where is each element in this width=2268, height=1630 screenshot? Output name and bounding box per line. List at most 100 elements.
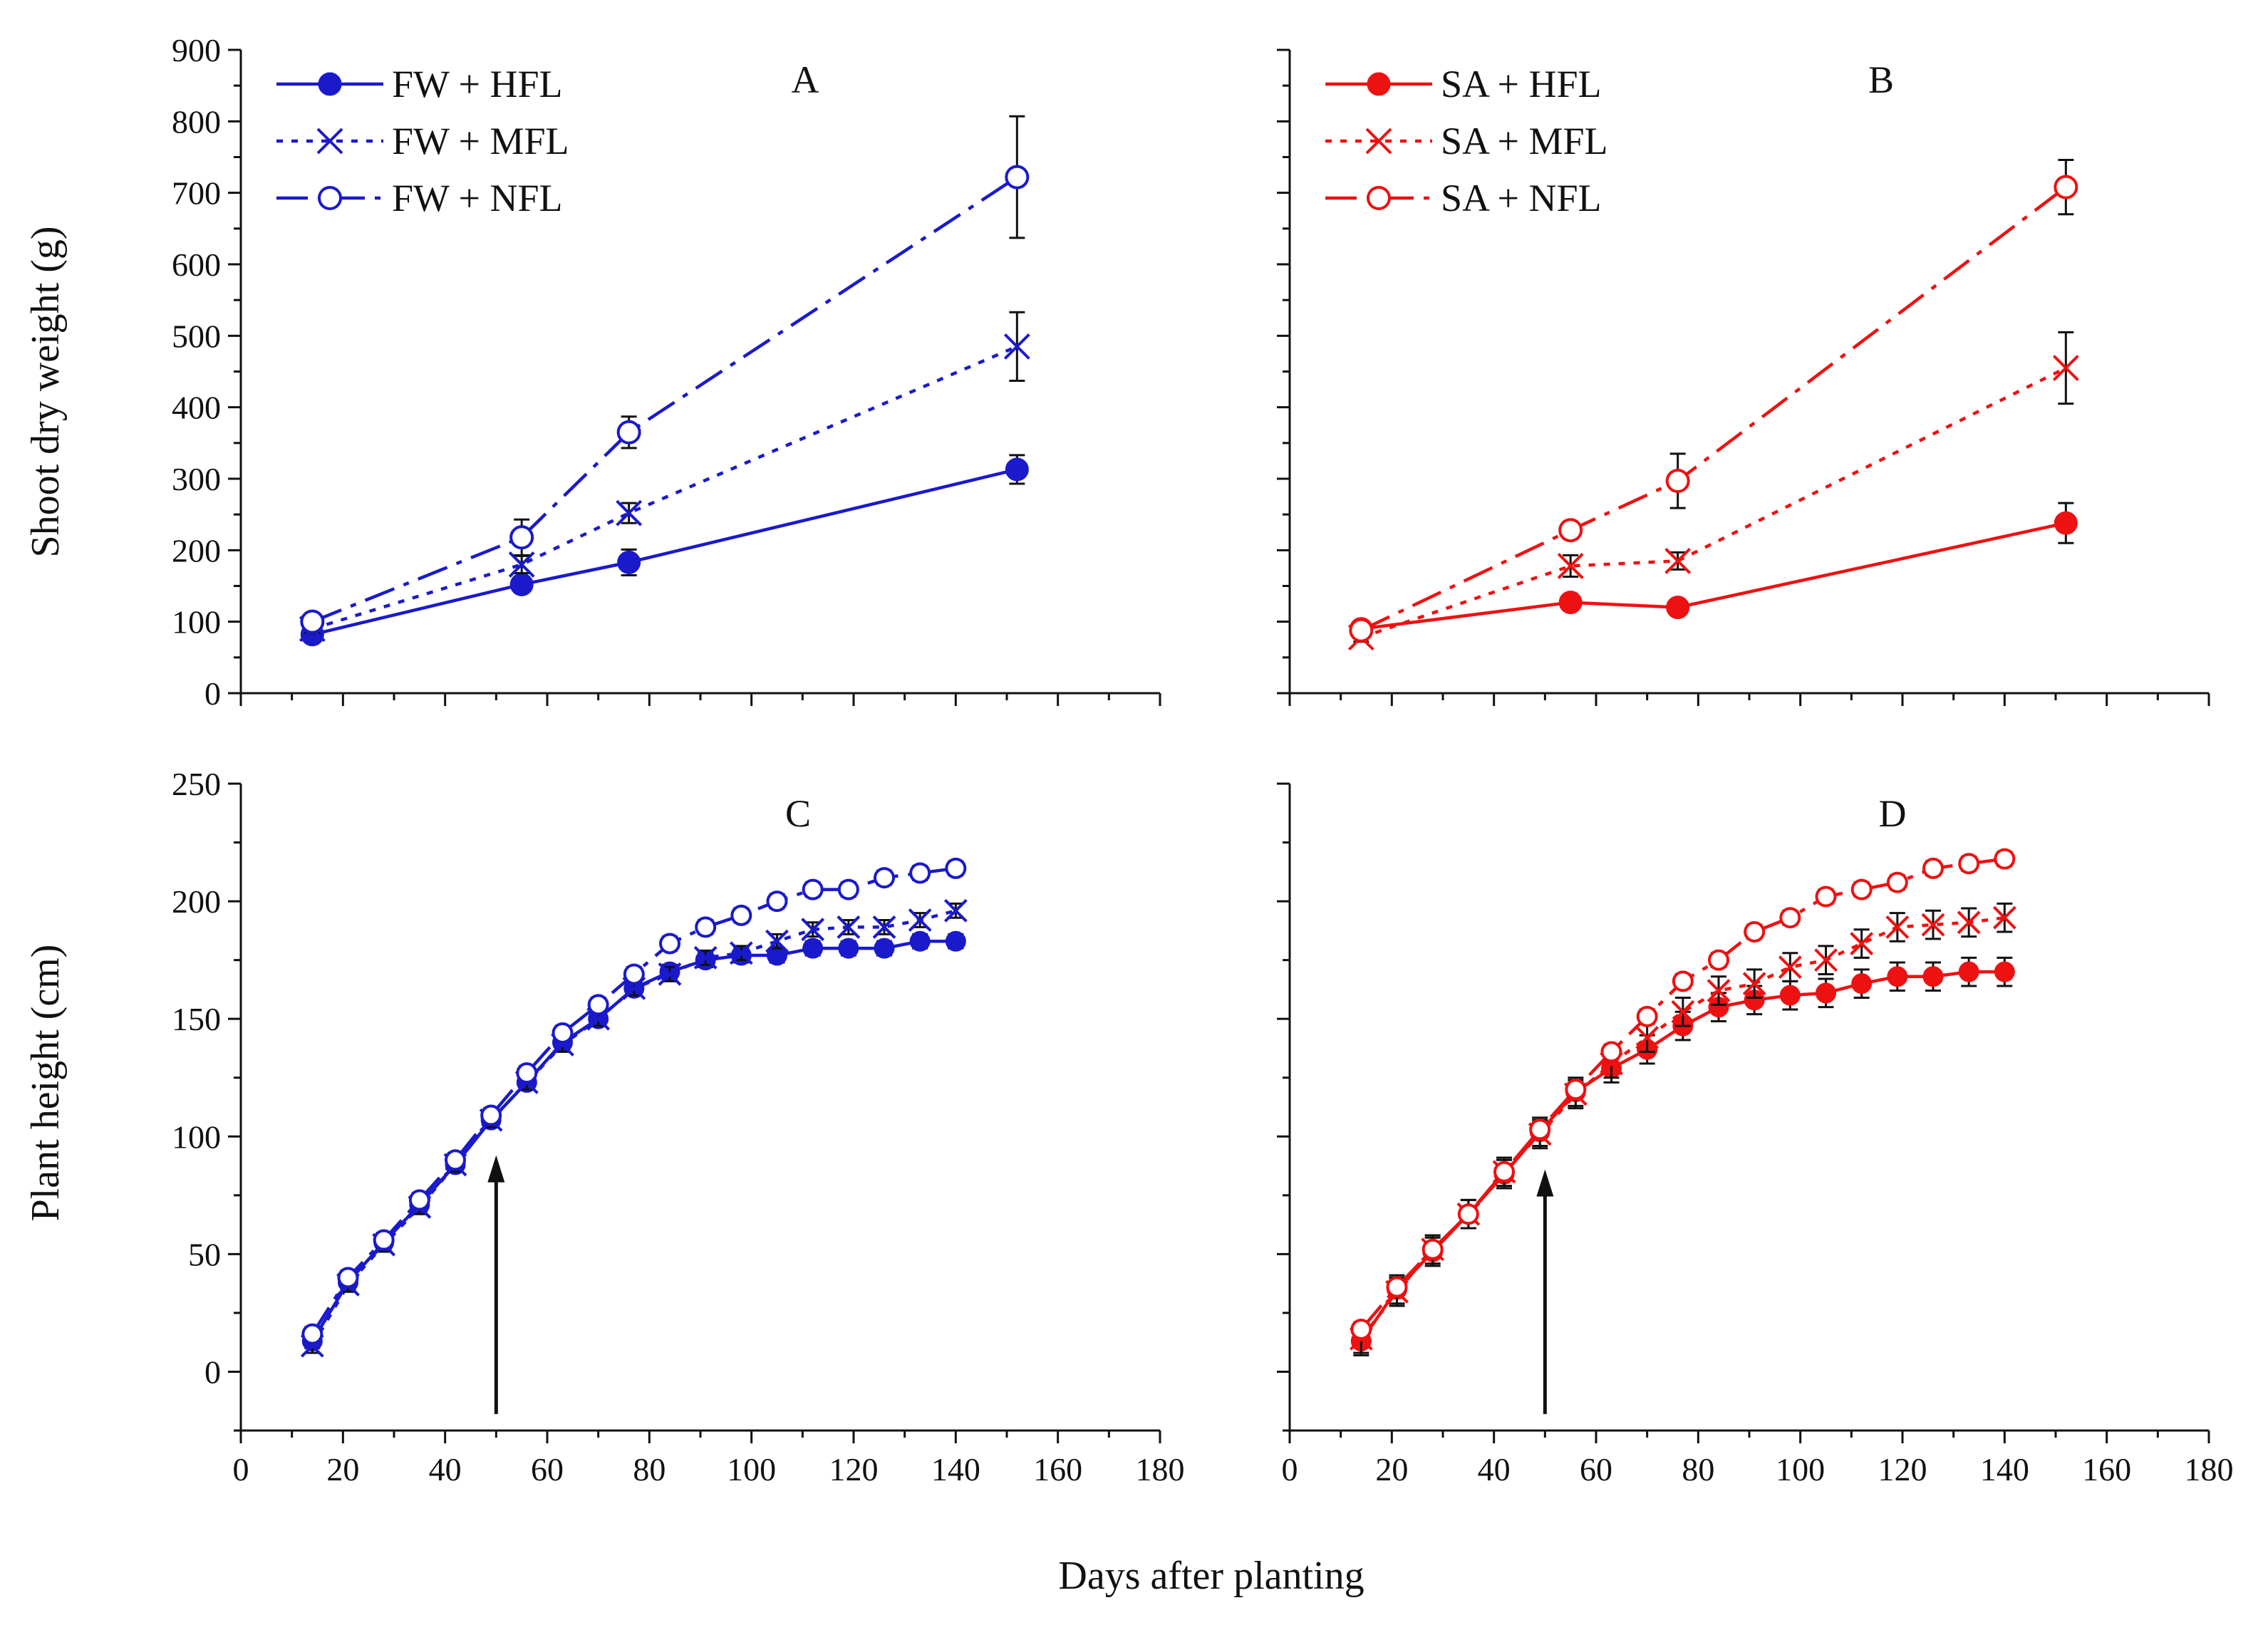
series-line — [311, 467, 1018, 636]
panel-letter: B — [1868, 58, 1894, 101]
series-sa-mfl — [1347, 331, 2079, 651]
x-tick-label: 100 — [1776, 1451, 1825, 1488]
data-point-cross — [908, 908, 932, 932]
legend: SA + HFL SA + MFL SA + NFL — [1325, 63, 1608, 219]
data-point-filled-circle — [874, 938, 895, 959]
data-point-open-circle — [837, 878, 859, 900]
data-point-open-circle — [1994, 848, 2016, 870]
x-tick-label: 100 — [727, 1451, 776, 1488]
data-point-open-circle — [1005, 165, 1030, 190]
data-point-open-circle — [1665, 469, 1690, 494]
data-point-open-circle — [1493, 1161, 1515, 1183]
data-point-cross — [1635, 1026, 1659, 1050]
data-point-open-circle — [730, 904, 752, 926]
x-tick-label: 0 — [233, 1451, 249, 1488]
data-point-open-circle — [1779, 907, 1801, 929]
series-line — [311, 175, 1018, 623]
x-axis-title: Days after planting — [1058, 1554, 1364, 1598]
y-tick-label: 50 — [188, 1236, 221, 1272]
series-line — [1361, 521, 2066, 630]
legend: FW + HFL FW + MFL FW + NFL — [276, 63, 569, 219]
data-point-cross — [316, 128, 343, 155]
x-tick-label: 180 — [2185, 1451, 2234, 1488]
data-point-open-circle — [300, 609, 325, 634]
data-point-cross — [1365, 128, 1392, 155]
y-tick-label: 200 — [172, 883, 221, 920]
data-point-filled-circle — [1851, 973, 1873, 995]
data-point-open-circle — [1349, 618, 1374, 643]
data-point-open-circle — [659, 933, 680, 955]
y-tick-label: 500 — [172, 318, 221, 354]
data-point-filled-circle — [1958, 961, 1979, 982]
data-point-open-circle — [337, 1267, 359, 1289]
data-point-filled-circle — [945, 930, 966, 952]
y-tick-label: 400 — [172, 390, 221, 426]
x-tick-label: 140 — [931, 1451, 980, 1488]
data-point-open-circle — [552, 1022, 574, 1044]
data-point-open-circle — [1350, 1319, 1372, 1341]
x-tick-label: 60 — [531, 1451, 564, 1488]
legend-item-sa-mfl: SA + MFL — [1325, 120, 1608, 162]
arrow-head — [1536, 1169, 1554, 1197]
data-point-filled-circle — [1887, 966, 1908, 987]
data-point-filled-circle — [1367, 72, 1391, 96]
y-tick-label: 900 — [172, 32, 221, 68]
data-point-cross — [1671, 1000, 1695, 1024]
data-point-cross — [765, 929, 789, 953]
series-line — [311, 866, 956, 1335]
data-point-filled-circle — [1005, 457, 1029, 482]
data-point-filled-circle — [2054, 511, 2078, 535]
data-point-filled-circle — [509, 572, 534, 596]
data-point-cross — [1557, 552, 1584, 579]
data-point-open-circle — [1565, 1079, 1587, 1101]
data-point-open-circle — [2054, 175, 2078, 199]
x-tick-label: 80 — [1682, 1451, 1714, 1488]
data-point-cross — [1707, 979, 1731, 1002]
data-point-cross — [616, 499, 643, 526]
data-point-open-circle — [1422, 1238, 1444, 1260]
series-sa-nfl — [1350, 848, 2016, 1341]
data-point-filled-circle — [1666, 596, 1690, 620]
x-tick-label: 120 — [829, 1451, 879, 1488]
y-tick-label: 600 — [172, 246, 221, 283]
data-point-open-circle — [587, 994, 609, 1016]
legend-label: FW + NFL — [392, 177, 563, 219]
series-line — [1360, 857, 2005, 1331]
data-point-open-circle — [1672, 970, 1694, 992]
legend-label: SA + NFL — [1441, 177, 1602, 219]
y-tick-label: 700 — [172, 175, 221, 212]
x-tick-label: 40 — [1478, 1451, 1511, 1488]
data-point-cross — [872, 915, 896, 939]
y-tick-label: 250 — [172, 766, 221, 802]
legend-label: SA + MFL — [1441, 120, 1608, 162]
data-point-open-circle — [874, 867, 895, 889]
x-tick-label: 80 — [633, 1451, 666, 1488]
data-point-open-circle — [509, 525, 534, 550]
series-line — [311, 345, 1018, 630]
data-point-open-circle — [1367, 186, 1391, 210]
x-tick-label: 20 — [326, 1451, 359, 1488]
data-point-open-circle — [1708, 949, 1729, 971]
data-point-cross — [1921, 913, 1945, 937]
data-point-open-circle — [1457, 1203, 1479, 1225]
panel-letter: A — [792, 58, 819, 101]
series-fw-nfl — [301, 857, 967, 1345]
data-point-open-circle — [408, 1189, 430, 1211]
y-tick-label: 200 — [172, 532, 221, 569]
series-sa-nfl — [1349, 159, 2078, 643]
data-point-cross — [2052, 355, 2079, 381]
series-fw-mfl — [299, 311, 1030, 643]
data-point-open-circle — [1815, 886, 1837, 908]
data-point-open-circle — [1922, 857, 1944, 879]
data-point-cross — [801, 918, 825, 942]
data-point-open-circle — [480, 1104, 502, 1126]
top-y-axis-title: Shoot dry weight (g) — [24, 226, 68, 557]
data-point-open-circle — [616, 420, 641, 445]
data-point-open-circle — [766, 891, 788, 913]
data-point-cross — [1742, 972, 1766, 996]
data-point-open-circle — [1636, 1005, 1658, 1027]
data-point-cross — [837, 915, 861, 939]
data-point-open-circle — [1600, 1041, 1622, 1063]
data-point-cross — [658, 962, 682, 986]
